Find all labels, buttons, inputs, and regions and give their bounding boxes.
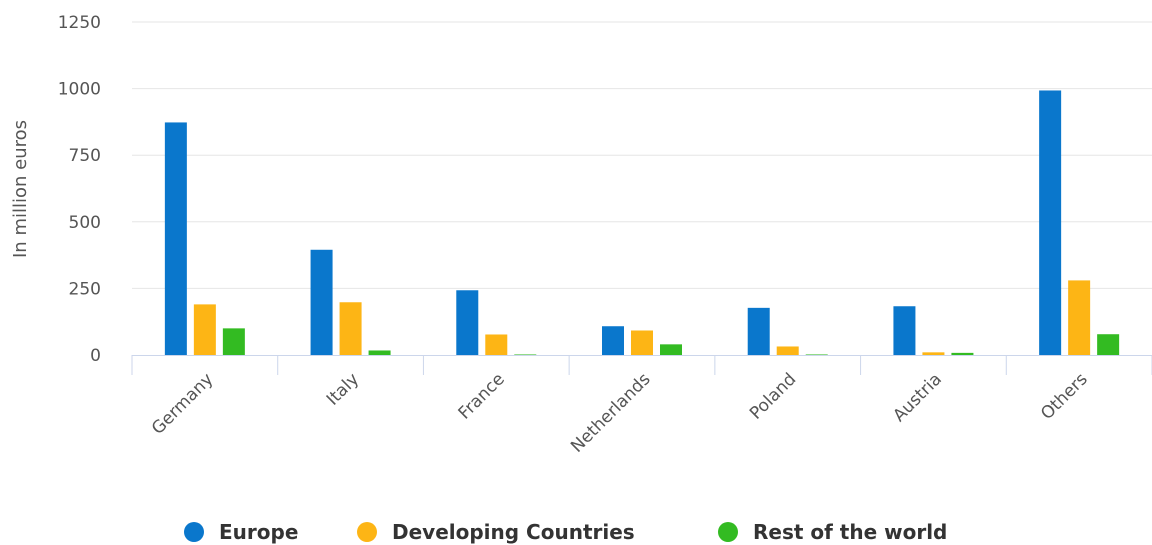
bar-developing-countries-poland[interactable] [776, 346, 799, 355]
x-category-label: Germany [148, 369, 217, 438]
bar-europe-poland[interactable] [747, 307, 770, 355]
y-axis-title: In million euros [10, 120, 31, 258]
bar-developing-countries-germany[interactable] [193, 304, 216, 355]
legend-marker [184, 522, 204, 542]
bar-developing-countries-austria[interactable] [922, 352, 945, 355]
legend-item-rest-of-the-world[interactable]: Rest of the world [718, 520, 947, 544]
x-category-label: Italy [323, 369, 363, 409]
bar-developing-countries-france[interactable] [485, 334, 508, 355]
bar-rest-of-the-world-poland[interactable] [805, 354, 828, 355]
x-category-label: Poland [746, 369, 800, 423]
bar-europe-italy[interactable] [310, 249, 333, 355]
bar-rest-of-the-world-france[interactable] [514, 354, 537, 355]
bar-rest-of-the-world-italy[interactable] [368, 350, 391, 355]
y-tick-label: 1250 [58, 13, 101, 33]
bar-rest-of-the-world-others[interactable] [1097, 334, 1120, 355]
x-category-label: Netherlands [567, 369, 655, 457]
bar-developing-countries-others[interactable] [1068, 280, 1091, 355]
bar-europe-others[interactable] [1039, 90, 1062, 356]
x-category-label: Others [1037, 369, 1092, 424]
y-tick-label: 750 [69, 146, 101, 166]
x-axis [131, 355, 1152, 375]
legend-marker [718, 522, 738, 542]
y-tick-label: 250 [69, 279, 101, 299]
y-tick-label: 1000 [58, 80, 101, 100]
legend-label: Rest of the world [753, 520, 947, 544]
bar-rest-of-the-world-germany[interactable] [222, 328, 245, 355]
legend-item-developing-countries[interactable]: Developing Countries [357, 520, 635, 544]
bar-developing-countries-netherlands[interactable] [631, 330, 653, 355]
bar-europe-france[interactable] [456, 290, 479, 355]
x-category-label: France [455, 369, 509, 423]
y-axis-tick-labels: 0 250 500 750 1000 1250 [58, 13, 101, 366]
bar-developing-countries-italy[interactable] [339, 302, 362, 355]
legend[interactable]: Europe Developing Countries Rest of the wo… [184, 520, 947, 544]
x-axis-category-labels: Germany Italy France Netherlands Poland Austr… [148, 369, 1092, 457]
bar-europe-austria[interactable] [893, 306, 916, 355]
legend-label: Europe [219, 520, 298, 544]
x-category-label: Austria [889, 369, 946, 426]
bar-rest-of-the-world-netherlands[interactable] [660, 344, 682, 355]
legend-marker [357, 522, 377, 542]
y-tick-label: 500 [69, 213, 101, 233]
bar-rest-of-the-world-austria[interactable] [951, 352, 974, 355]
legend-item-europe[interactable]: Europe [184, 520, 298, 544]
bars [164, 90, 1120, 356]
legend-label: Developing Countries [392, 520, 635, 544]
bar-europe-netherlands[interactable] [602, 326, 624, 355]
y-tick-label: 0 [90, 346, 101, 366]
bar-europe-germany[interactable] [164, 122, 187, 355]
gridlines [132, 21, 1152, 289]
